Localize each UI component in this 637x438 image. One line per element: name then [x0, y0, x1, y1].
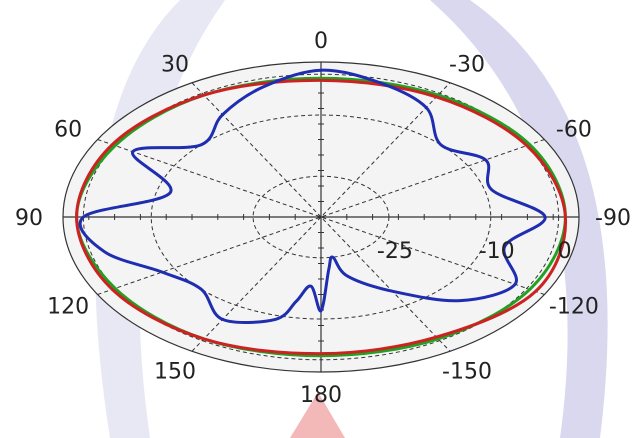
angle-tick-label: 180 [300, 383, 342, 408]
angle-tick-label: 30 [161, 53, 189, 78]
angle-tick-label: 150 [154, 359, 196, 384]
watermark-layer [95, 0, 608, 438]
angle-tick-label: 60 [54, 118, 82, 143]
series-line-1 [78, 68, 547, 324]
angle-tick-label: -30 [449, 53, 485, 78]
angle-tick-label: -90 [595, 206, 631, 231]
watermark-accent [290, 392, 345, 438]
series-line-2 [75, 78, 568, 356]
grid-spoke [97, 139, 545, 295]
labels-layer: 0 30 60 90 120 150 180 -150 -120 -90 -60 -30 -25 -10 0 [15, 29, 631, 408]
radial-tick-label: -10 [479, 239, 515, 264]
radial-tick-label: -25 [377, 239, 413, 264]
angle-tick-label: -120 [549, 295, 599, 320]
series-layer [75, 68, 568, 358]
grid-spoke [191, 82, 451, 352]
angle-tick-label: 0 [314, 29, 328, 54]
watermark-arc-right [430, 0, 608, 438]
angle-tick-label: 120 [47, 295, 89, 320]
watermark-arc-left [95, 0, 225, 438]
radial-tick-label: 0 [558, 239, 572, 264]
grid-spoke [97, 139, 545, 295]
angle-tick-label: -150 [442, 359, 492, 384]
series-line-3 [75, 76, 567, 358]
angle-tick-label: 90 [15, 206, 43, 231]
grid-layer [62, 61, 580, 373]
angle-tick-label: -60 [556, 118, 592, 143]
grid-spoke [191, 82, 451, 352]
